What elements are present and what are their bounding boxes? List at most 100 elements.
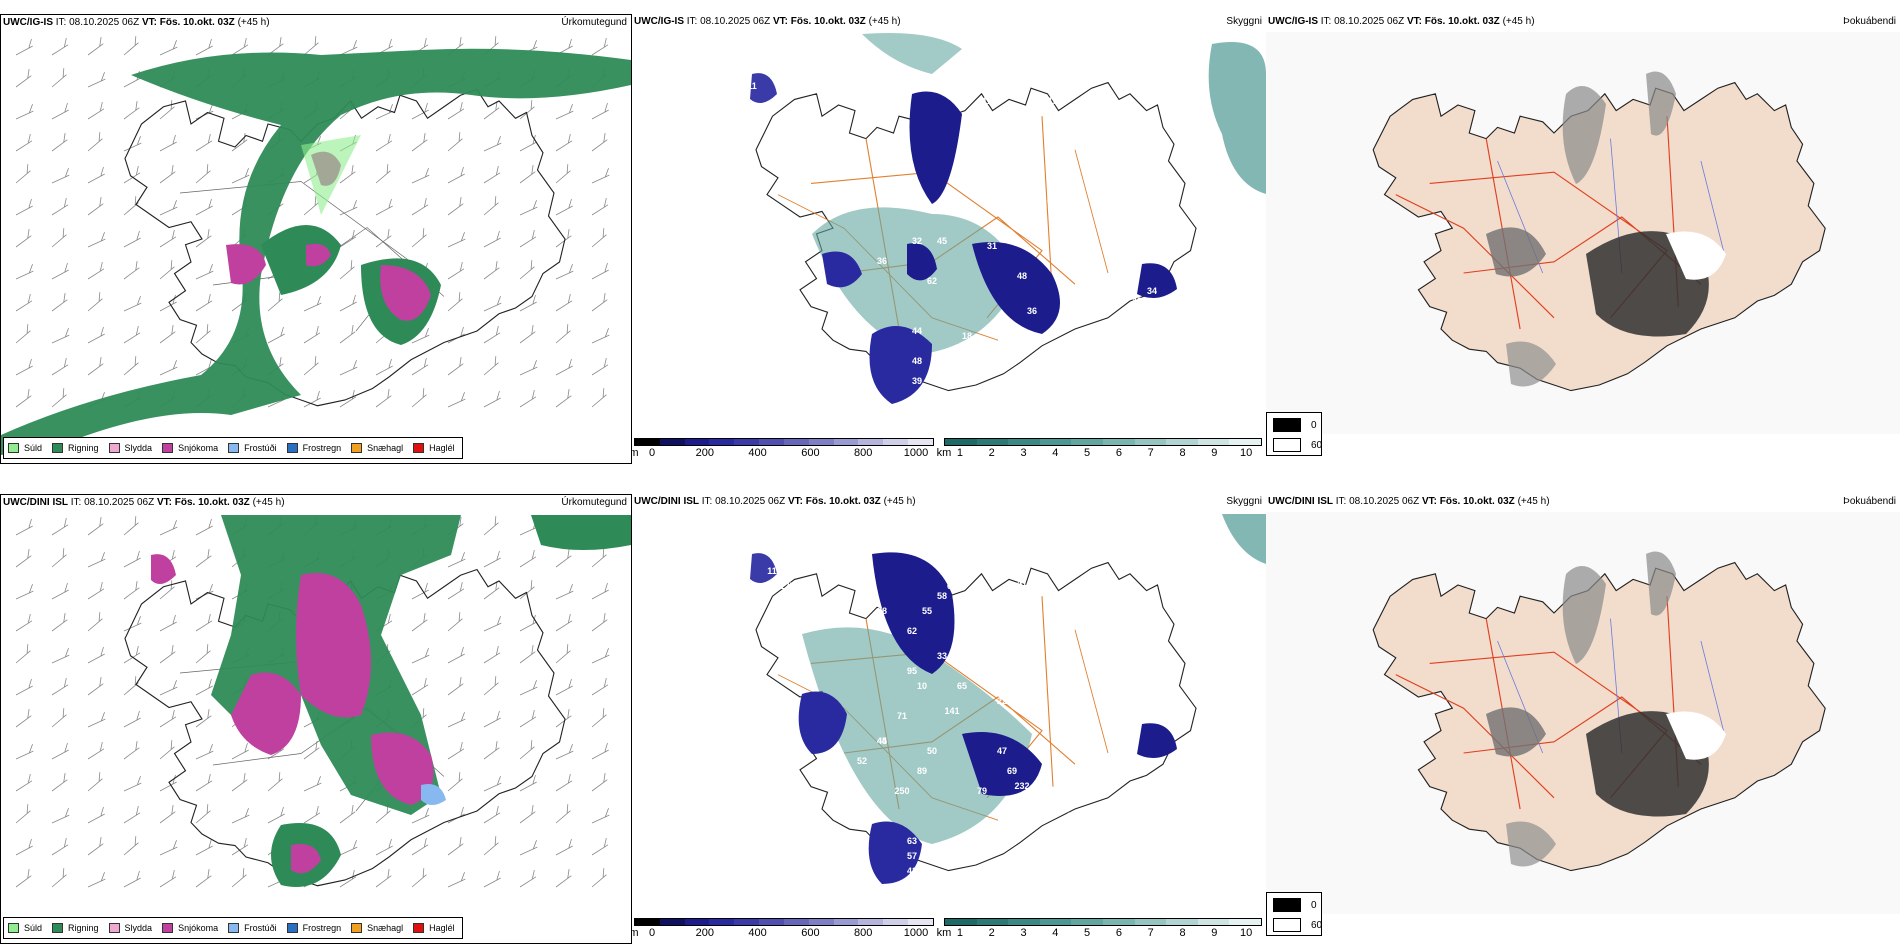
wind-barb [555, 644, 571, 664]
wind-barb [195, 264, 214, 280]
wind-barb [195, 869, 212, 888]
wind-barb [591, 548, 607, 568]
lead-time: (+45 h) [252, 497, 285, 508]
wind-barb [555, 709, 572, 728]
wind-barb [591, 677, 609, 696]
panel-name: Úrkomutegund [561, 17, 627, 28]
visibility-cells [944, 438, 1262, 446]
wind-barb [591, 228, 607, 248]
colorbar-cell [976, 919, 1009, 925]
vt-label: VT: [1406, 16, 1422, 27]
wind-barb [411, 102, 429, 120]
legend-label: Slydda [124, 923, 153, 933]
wind-barb [591, 262, 609, 280]
wind-barb [123, 776, 142, 792]
wind-barb [87, 677, 104, 696]
colorbar-tick: 400 [748, 447, 767, 459]
fog-legend: 0 60 [1266, 892, 1322, 936]
wind-barb [447, 552, 466, 568]
wind-barb [411, 328, 430, 344]
fog-map [1266, 512, 1900, 914]
legend-swatch [413, 443, 425, 453]
wind-barb [483, 136, 502, 152]
wind-barb [195, 838, 213, 856]
legend-label: Frostregn [302, 443, 342, 453]
wind-barb [411, 613, 428, 632]
wind-barb [87, 741, 105, 760]
wind-barb [267, 326, 285, 344]
cloud-base-label: 20 [1067, 811, 1077, 821]
wind-barb [87, 132, 103, 152]
wind-barb [51, 837, 69, 856]
wind-barb [195, 804, 211, 824]
it-time: 08.10.2025 06Z [84, 497, 155, 508]
cloud-base-label: 51 [777, 81, 787, 91]
cloud-base-label: 81 [957, 166, 967, 176]
wind-barb [519, 134, 537, 152]
wind-barb [447, 612, 463, 632]
cloud-base-label: 38 [927, 881, 937, 891]
wind-barb [591, 613, 608, 632]
colorbar-cell [883, 439, 909, 445]
fog-legend-label: 0 [1311, 419, 1317, 431]
wind-barb [123, 136, 142, 152]
wind-barb [555, 584, 574, 600]
wind-barb [555, 164, 571, 184]
wind-barb [267, 292, 283, 312]
wind-barb [123, 165, 141, 184]
wind-barb [447, 772, 463, 792]
wind-barb [15, 518, 33, 536]
legend-item: Frostúði [228, 443, 277, 453]
wind-barb [483, 261, 500, 280]
it-time: 08.10.2025 06Z [700, 16, 771, 27]
wind-barb [519, 840, 538, 856]
wind-barb [195, 38, 213, 56]
wind-barb [159, 200, 178, 216]
wind-barb [15, 644, 31, 664]
wind-barb [87, 197, 104, 216]
wind-barb [411, 357, 429, 376]
colorbar-cell [1071, 919, 1103, 925]
wind-barb [483, 165, 501, 184]
legend-label: Haglél [429, 443, 455, 453]
legend-item: Súld [8, 443, 42, 453]
wind-barb [411, 582, 429, 600]
panel-name: Skyggni [1226, 16, 1262, 27]
colorbar-tick: 200 [695, 927, 714, 939]
wind-barb [87, 772, 103, 792]
wind-barb [303, 741, 320, 760]
wind-barb [447, 392, 466, 408]
colorbar-tick: 10 [1239, 927, 1253, 939]
wind-barb [591, 168, 610, 184]
cloud-base-label: 47 [1047, 96, 1057, 106]
wind-barb [87, 517, 104, 536]
wind-barb [231, 808, 250, 824]
wind-barb [159, 229, 177, 248]
cloud-base-label: 48 [1017, 271, 1027, 281]
cloud-base-label: 18 [962, 331, 972, 341]
colorbar-cell [945, 439, 977, 445]
wind-barb [303, 196, 319, 216]
cloud-base-label: 45 [877, 736, 887, 746]
model-name: UWC/IG-IS [634, 16, 684, 27]
wind-barb [195, 133, 213, 152]
cloud-base-label: 57 [907, 851, 917, 861]
wind-barb [51, 133, 68, 152]
wind-barb [87, 37, 104, 56]
wind-barb [483, 836, 499, 856]
colorbar-cell [1039, 919, 1072, 925]
wind-barb [87, 581, 105, 600]
legend-swatch [108, 443, 120, 453]
wind-barb [483, 581, 500, 600]
wind-barb [483, 196, 499, 216]
colorbar-tick: 800 [854, 927, 873, 939]
wind-barb [195, 584, 214, 600]
wind-barb [555, 264, 574, 280]
cloud-base-label: 69 [1007, 766, 1017, 776]
wind-barb [411, 868, 427, 888]
colorbar-cell [808, 439, 834, 445]
wind-barb [375, 133, 393, 152]
wind-barb [519, 389, 537, 408]
legend-swatch [351, 923, 363, 933]
lead-time: (+45 h) [868, 16, 901, 27]
